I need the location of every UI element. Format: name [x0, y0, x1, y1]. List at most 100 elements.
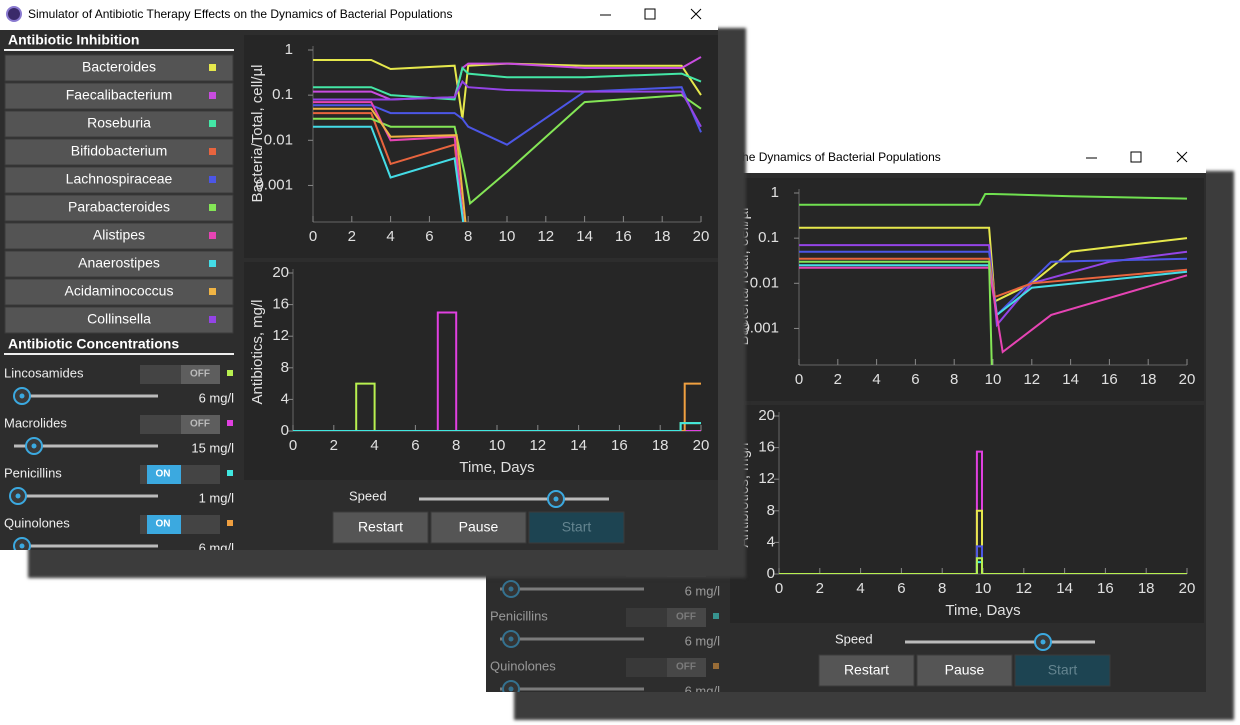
dose-label: 15 mg/l: [191, 440, 234, 455]
color-swatch: [713, 613, 719, 619]
control-button[interactable]: [332, 511, 429, 544]
series-line: [779, 509, 1187, 574]
bacteria-name: Anaerostipes: [78, 255, 160, 271]
color-swatch: [227, 470, 233, 476]
color-swatch: [209, 232, 216, 239]
antibiotic-name: Penicillins: [490, 608, 548, 623]
x-tick-label: 18: [654, 228, 671, 245]
series-line: [293, 422, 701, 431]
app-icon: [6, 6, 22, 22]
bacteria-button[interactable]: [4, 194, 234, 222]
x-tick-label: 0: [795, 371, 803, 388]
window-title: on the Dynamics of Bacterial Populations: [722, 150, 941, 164]
x-tick-label: 8: [452, 437, 460, 454]
antibiotic-name: Quinolones: [4, 515, 70, 530]
x-tick-label: 6: [411, 437, 419, 454]
maximize-button[interactable]: [1130, 151, 1142, 163]
x-tick-label: 10: [975, 580, 992, 597]
bacteria-button[interactable]: [4, 110, 234, 138]
control-button[interactable]: [430, 511, 527, 544]
close-button[interactable]: [690, 8, 702, 20]
bacteria-name: Roseburia: [87, 115, 151, 131]
y-tick-label: 0: [281, 422, 289, 439]
slider-thumb-dot: [15, 493, 21, 499]
color-swatch: [713, 563, 719, 569]
antibiotic-name: Macrolides: [490, 558, 553, 573]
chart-panel: [244, 35, 718, 258]
y-axis-label: Antibiotics, mg/l: [249, 299, 266, 404]
series-line: [799, 260, 993, 365]
speed-thumb-dot: [1040, 639, 1046, 645]
bacteria-button[interactable]: [4, 278, 234, 306]
maximize-button[interactable]: [644, 8, 656, 20]
slider-thumb-dot: [508, 636, 514, 642]
y-tick-label: 0.01: [750, 274, 779, 291]
bacteria-button[interactable]: [4, 82, 234, 110]
x-tick-label: 2: [834, 371, 842, 388]
bacteria-name: Bacteroides: [82, 59, 156, 75]
bacteria-button[interactable]: [4, 138, 234, 166]
control-button[interactable]: [818, 654, 915, 687]
series-line: [779, 545, 1187, 574]
x-tick-label: 14: [576, 228, 593, 245]
x-tick-label: 20: [693, 437, 710, 454]
series-line: [313, 101, 465, 222]
bacteria-name: Acidaminococcus: [65, 283, 174, 299]
toggle-label: ON: [156, 519, 171, 530]
bacteria-button[interactable]: [4, 306, 234, 334]
antibiotic-row: Penicillins ON 1 mg/l: [4, 465, 234, 505]
y-tick-label: 1: [285, 41, 293, 58]
x-tick-label: 12: [1015, 580, 1032, 597]
series-line: [313, 125, 465, 222]
dose-label: 6 mg/l: [199, 540, 235, 550]
x-tick-label: 6: [897, 580, 905, 597]
bacteria-name: Faecalibacterium: [66, 87, 173, 103]
bacteria-button[interactable]: [4, 166, 234, 194]
y-tick-label: 0.01: [264, 131, 293, 148]
x-tick-label: 6: [911, 371, 919, 388]
bacteria-button[interactable]: [4, 250, 234, 278]
antibiotic-row: Quinolones ON 6 mg/l: [4, 515, 234, 550]
y-tick-label: 16: [758, 439, 775, 456]
series-line: [293, 311, 701, 431]
x-tick-label: 8: [938, 580, 946, 597]
toggle-label: OFF: [676, 662, 696, 673]
bacteria-name: Collinsella: [87, 311, 151, 327]
window-main: Simulator of Antibiotic Therapy Effects …: [0, 0, 718, 550]
color-swatch: [209, 288, 216, 295]
color-swatch: [209, 204, 216, 211]
x-tick-label: 2: [816, 580, 824, 597]
x-tick-label: 20: [1179, 580, 1196, 597]
dose-label: 6 mg/l: [199, 390, 235, 405]
y-tick-label: 0.001: [255, 176, 293, 193]
color-swatch: [227, 520, 233, 526]
color-swatch: [227, 420, 233, 426]
y-axis-label: Antibiotics, mg/l: [735, 442, 752, 547]
antibiotic-row: Penicillins OFF 6 mg/l: [490, 608, 720, 648]
series-line: [799, 226, 1188, 303]
toggle-label: OFF: [190, 369, 210, 380]
y-tick-label: 0.1: [272, 86, 293, 103]
x-tick-label: 16: [611, 437, 628, 454]
y-tick-label: 4: [281, 390, 289, 407]
slider-thumb-dot: [19, 543, 25, 549]
close-button[interactable]: [1176, 151, 1188, 163]
x-tick-label: 10: [489, 437, 506, 454]
y-tick-label: 16: [272, 296, 289, 313]
x-tick-label: 14: [1062, 371, 1079, 388]
x-tick-label: 18: [1140, 371, 1157, 388]
antibiotic-row: Quinolones OFF 6 mg/l: [490, 658, 720, 692]
bacteria-button[interactable]: [4, 222, 234, 250]
control-button[interactable]: [916, 654, 1013, 687]
toggle-state: [667, 558, 706, 577]
bacteria-button[interactable]: [4, 54, 234, 82]
toggle-state: [667, 608, 706, 627]
color-swatch: [209, 260, 216, 267]
window-canvas: Simulator of Antibiotic Therapy Effects …: [0, 0, 718, 550]
speed-thumb-dot: [553, 496, 559, 502]
control-button: [528, 511, 625, 544]
toggle-label: OFF: [676, 612, 696, 623]
y-tick-label: 0.001: [741, 319, 779, 336]
control-button-label: Start: [1048, 662, 1078, 678]
color-swatch: [713, 663, 719, 669]
